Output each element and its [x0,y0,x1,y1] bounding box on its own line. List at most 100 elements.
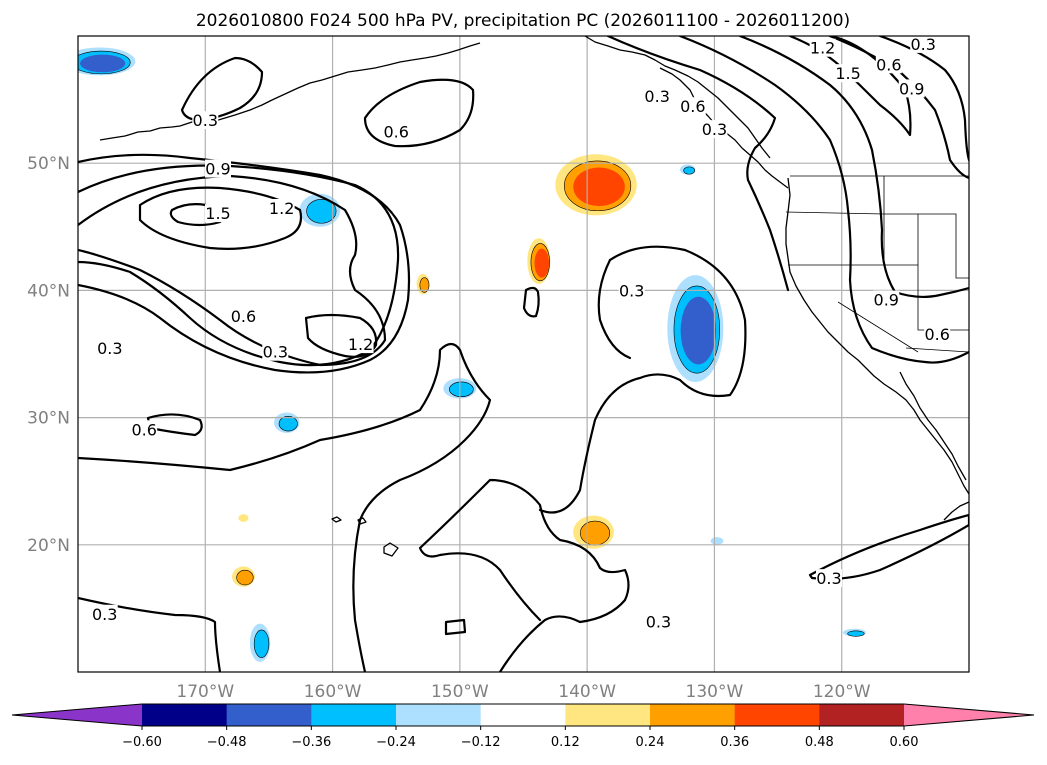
colorbar-segment [565,704,651,726]
contour-label: 0.3 [263,343,288,362]
precip-neg-119w [842,628,866,637]
contour-labels: 0.3 0.9 1.5 1.2 0.6 0.6 0.3 0.3 1.2 0.6 0.3 0.3 0.3 0… [91,35,951,631]
precip-neg-161w [299,193,341,227]
lon-tick-label: 120°W [813,682,871,702]
precip-level-2 [579,520,611,546]
contour-pv-rockies-0.9 [738,36,969,299]
colorbar-segment [734,704,820,726]
contour-label-bg [910,36,937,53]
colorbar-tick-label: 0.36 [720,735,749,750]
contour-0.3-central-loop [538,245,747,514]
lon-tick-label: 140°W [558,682,616,702]
contour-label: 0.3 [92,605,117,624]
colorbar-segment [226,704,312,726]
contour-label: 0.6 [876,55,901,74]
contour-label-bg [701,120,728,139]
contour-label-bg [268,198,295,217]
border-idaho [883,176,969,279]
colorbar-tick-label: 0.60 [890,735,919,750]
contour-label: 0.6 [131,420,156,439]
border-nevada-diagonal [837,301,919,353]
colorbar-tick-label: −0.12 [461,735,501,750]
contour-label: 0.3 [646,612,671,631]
precip-level-2 [419,277,430,293]
contour-0.3-central-west [597,258,632,360]
colorbar-segment [311,704,397,726]
contour-label: 0.3 [97,339,122,358]
contour-label-bg [205,159,232,178]
contour-label-bg [875,55,902,74]
contour-pv-rockies-0.3 [606,36,790,292]
contour-label: 0.9 [205,160,230,179]
contour-0.3-se-loop [808,513,969,581]
contour-pv-rockies-0.6 [678,36,969,364]
chart-title: 2026010800 F024 500 hPa PV, precipitatio… [196,11,850,31]
contour-label-bg [679,97,706,116]
contour-label-bg [835,64,862,83]
precip-pos-small-144w [527,238,551,285]
contour-label: 1.5 [835,64,860,83]
contour-label: 0.3 [910,35,935,54]
precip-level-2 [253,629,270,658]
precip-level-2 [847,630,865,637]
colorbar-tick-label: 0.48 [805,735,834,750]
grid-lines [78,36,969,672]
precip-neg-131w [667,275,724,382]
contour-label: 0.3 [619,282,644,301]
contour-label-bg [924,324,951,343]
precip-level-3 [534,248,550,278]
precip-neg-130w [710,537,724,545]
contour-label: 0.9 [874,291,899,310]
contour-label: 1.5 [205,204,230,223]
precip-level-2 [278,416,298,432]
colorbar-tick-label: −0.60 [122,735,162,750]
contour-label-bg [809,38,836,57]
colorbar-segment [819,704,905,726]
lat-tick-label: 50°N [27,154,70,174]
contour-label: 0.3 [193,111,218,130]
contour-label-bg [645,612,672,631]
lat-tick-label: 20°N [27,536,70,556]
precip-pos-subtropic-139w [573,515,614,549]
precipitation-layer [78,47,866,662]
contour-label: 1.2 [269,199,294,218]
precip-pos-small-153w [416,273,430,295]
contour-label-bg [91,604,118,623]
lon-tick-label: 130°W [686,682,744,702]
contour-0.6 [78,164,400,367]
coast-alaska-gulf [584,36,771,159]
precip-neg-164w [274,412,300,433]
contour-label-bg [898,79,925,98]
contour-label-bg [262,342,289,361]
contour-label-bg [347,335,374,354]
contour-label-bg [131,420,158,439]
contour-1.2-east [304,313,378,358]
contour-label: 0.3 [702,120,727,139]
contour-0.3-small-loop-3 [444,618,467,636]
colorbar-extend-max [904,704,1034,726]
contour-label-bg [618,281,645,300]
map-background [78,36,969,672]
contour-label-bg [205,204,232,223]
precip-pos-small-166w [232,566,255,587]
colorbar-extend-min [12,704,142,726]
contour-label: 1.2 [348,335,373,354]
contour-0.6-gulf-loop [363,78,475,148]
contour-0.3-small-loop-2 [522,286,540,318]
coast-us-west [785,177,969,495]
contour-label: 0.6 [924,325,949,344]
precip-level-1 [238,514,249,522]
coast-hawaii-3 [331,516,342,523]
contour-label: 0.6 [383,123,408,142]
contour-0.3-main [78,342,492,672]
contour-label-bg [383,122,410,141]
colorbar-segment [142,704,228,726]
colorbar-tick-label: −0.24 [376,735,416,750]
precip-level-3 [80,54,126,73]
colorbar-segment [396,704,482,726]
lon-tick-label: 150°W [431,682,489,702]
contour-label: 0.9 [899,79,924,98]
precip-neg-132w [680,164,696,175]
longitude-axis: 170°W 160°W 150°W 140°W 130°W 120°W [176,682,870,702]
